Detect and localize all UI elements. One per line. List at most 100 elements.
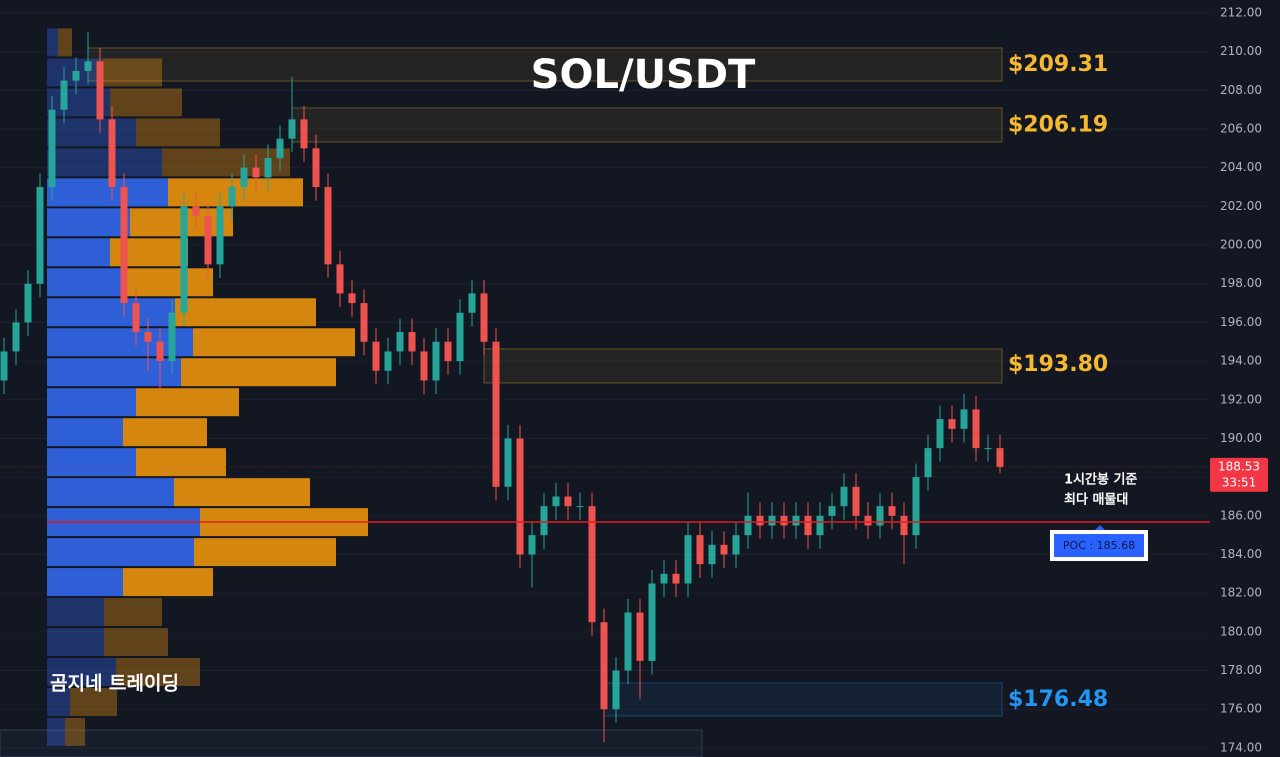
countdown: 33:51 (1222, 475, 1257, 489)
candle-body (552, 496, 560, 507)
y-tick-label: 208.00 (1220, 83, 1262, 97)
candle-body (156, 341, 164, 362)
candle-body (624, 612, 632, 671)
profile-sell-bar (110, 88, 182, 117)
chart-title: SOL/USDT (531, 52, 756, 98)
candle-body (636, 612, 644, 661)
candle-body (504, 438, 512, 487)
profile-sell-bar (174, 478, 310, 507)
candle-body (324, 187, 332, 265)
candle-body (180, 206, 188, 313)
y-tick-label: 202.00 (1220, 199, 1262, 213)
candle-body (540, 506, 548, 536)
y-tick-label: 186.00 (1220, 508, 1262, 522)
candle-body (684, 535, 692, 584)
candle-body (600, 622, 608, 710)
candle-body (396, 332, 404, 352)
y-tick-label: 212.00 (1220, 5, 1262, 19)
profile-sell-bar (136, 448, 226, 477)
candle-body (960, 409, 968, 429)
candle-body (204, 216, 212, 265)
profile-sell-bar (104, 628, 168, 657)
profile-buy-bar (47, 568, 123, 597)
last-price-tag (1210, 457, 1268, 492)
candle-body (216, 206, 224, 265)
candle-body (828, 506, 836, 516)
candle-body (300, 119, 308, 149)
profile-buy-bar (47, 628, 104, 657)
zone-label: $206.19 (1008, 112, 1108, 137)
profile-sell-bar (58, 28, 72, 57)
profile-sell-bar (123, 568, 213, 597)
profile-sell-bar (181, 358, 336, 387)
zone-box (603, 682, 1003, 717)
last-price-label: 188.53 (1218, 459, 1260, 473)
candle-body (168, 312, 176, 362)
candle-body (408, 332, 416, 352)
y-tick-label: 198.00 (1220, 276, 1262, 290)
candle-body (24, 283, 32, 323)
profile-buy-bar (47, 448, 136, 477)
candle-body (276, 138, 284, 159)
profile-sell-bar (125, 268, 213, 297)
candle-body (816, 515, 824, 536)
profile-sell-bar (70, 687, 117, 716)
candle-body (348, 293, 356, 304)
zone-label: $176.48 (1008, 687, 1108, 712)
candle-body (84, 61, 92, 71)
watermark: 곰지네 트레이딩 (50, 673, 179, 695)
zone-label: $209.31 (1008, 52, 1108, 77)
candle-body (12, 322, 20, 352)
profile-sell-bar (136, 118, 220, 147)
candle-body (720, 544, 728, 555)
zone-box (483, 348, 1003, 384)
profile-sell-bar (104, 598, 162, 627)
candle-body (996, 448, 1004, 467)
y-tick-label: 190.00 (1220, 431, 1262, 445)
y-tick-label: 178.00 (1220, 663, 1262, 677)
candle-body (432, 341, 440, 381)
candle-body (96, 61, 104, 120)
candle-body (444, 341, 452, 362)
candle-body (36, 187, 44, 284)
candle-body (888, 506, 896, 516)
y-tick-label: 210.00 (1220, 44, 1262, 58)
candle-body (948, 419, 956, 429)
y-tick-label: 206.00 (1220, 122, 1262, 136)
candle-body (588, 506, 596, 623)
candle-body (108, 119, 116, 188)
zone-box (87, 47, 1003, 82)
overlay: 174.00 176.00 178.00 180.00 182.00 184.00 186.… (0, 5, 1268, 754)
profile-sell-bar (123, 418, 207, 447)
profile-sell-bar (65, 717, 85, 746)
candle-body (936, 419, 944, 449)
candle-body (252, 167, 260, 178)
poc-label: POC : 185.68 (1063, 539, 1135, 552)
candle-body (792, 515, 800, 526)
zone-box (291, 107, 1003, 143)
candle-body (984, 448, 992, 450)
candle-body (228, 187, 236, 207)
profile-sell-bar (136, 388, 239, 417)
y-tick-label: 176.00 (1220, 702, 1262, 716)
candle-body (876, 506, 884, 526)
candle-body (492, 341, 500, 487)
profile-buy-bar (47, 358, 181, 387)
candle-body (372, 341, 380, 371)
candle-body (384, 351, 392, 371)
volume-profile (47, 28, 368, 746)
candle-body (780, 515, 788, 526)
y-tick-label: 184.00 (1220, 547, 1262, 561)
candle-body (48, 109, 56, 188)
profile-sell-bar (175, 298, 316, 327)
candle-body (312, 148, 320, 188)
candle-body (804, 515, 812, 536)
candle-body (192, 206, 200, 217)
profile-buy-bar (47, 118, 136, 147)
profile-buy-bar (47, 238, 110, 267)
profile-buy-bar (47, 658, 116, 686)
candles (0, 32, 1004, 743)
candle-body (528, 535, 536, 555)
